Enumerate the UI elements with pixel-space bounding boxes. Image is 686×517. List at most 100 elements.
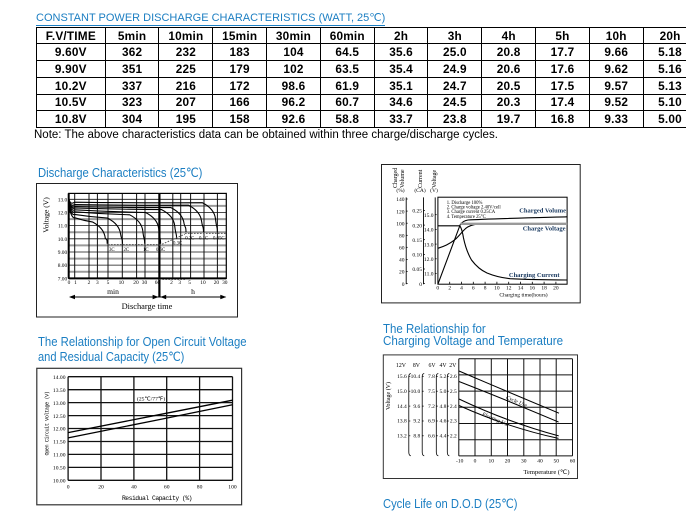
- svg-text:0.20: 0.20: [412, 223, 422, 229]
- svg-text:5: 5: [107, 280, 110, 286]
- svg-text:50: 50: [553, 459, 559, 465]
- svg-text:9.00: 9.00: [58, 250, 68, 256]
- svg-text:20: 20: [214, 280, 220, 286]
- svg-text:12.0: 12.0: [58, 211, 68, 217]
- svg-text:Temperature (℃): Temperature (℃): [523, 469, 569, 476]
- svg-text:0.15: 0.15: [412, 238, 422, 244]
- svg-text:6: 6: [472, 285, 475, 291]
- svg-text:4.4: 4.4: [440, 434, 447, 440]
- svg-text:2.4: 2.4: [450, 404, 457, 410]
- svg-text:Voltage: Voltage: [432, 169, 438, 188]
- svg-text:2. Charge voltage 2.40V/cell: 2. Charge voltage 2.40V/cell: [447, 206, 502, 211]
- svg-text:14.0: 14.0: [424, 228, 434, 234]
- svg-text:11.50: 11.50: [53, 440, 66, 446]
- svg-text:4. Temperature 25°C: 4. Temperature 25°C: [447, 215, 486, 220]
- svg-text:40: 40: [131, 485, 137, 491]
- svg-text:8V: 8V: [413, 363, 421, 369]
- svg-text:80: 80: [399, 234, 405, 240]
- svg-text:4V: 4V: [439, 363, 447, 369]
- svg-text:Charge Voltage: Charge Voltage: [523, 225, 566, 232]
- svg-text:7.2: 7.2: [428, 404, 435, 410]
- svg-text:(%): (%): [396, 187, 404, 194]
- svg-text:20: 20: [553, 285, 559, 291]
- svg-text:30: 30: [142, 280, 148, 286]
- svg-text:0: 0: [419, 282, 422, 288]
- svg-text:1. Discharge 100%: 1. Discharge 100%: [447, 201, 483, 206]
- svg-text:1: 1: [74, 280, 77, 286]
- svg-text:13.2: 13.2: [397, 434, 407, 440]
- svg-text:min: min: [107, 287, 119, 296]
- svg-text:40: 40: [537, 459, 543, 465]
- svg-text:8.00: 8.00: [58, 263, 68, 269]
- svg-text:20: 20: [98, 485, 104, 491]
- svg-text:14.4: 14.4: [397, 404, 407, 410]
- svg-text:h: h: [191, 287, 195, 296]
- svg-text:2: 2: [88, 280, 91, 286]
- svg-text:8.8: 8.8: [413, 434, 420, 440]
- svg-text:10: 10: [119, 280, 125, 286]
- svg-text:15.0: 15.0: [424, 213, 434, 219]
- svg-text:10.00: 10.00: [53, 479, 66, 485]
- svg-text:80: 80: [197, 485, 203, 491]
- svg-text:(25℃/77℉): (25℃/77℉): [137, 396, 165, 403]
- svg-text:15.0: 15.0: [397, 389, 407, 395]
- svg-text:2: 2: [170, 280, 173, 286]
- svg-text:5.2: 5.2: [440, 374, 447, 380]
- svg-text:2V: 2V: [449, 363, 457, 369]
- svg-text:60: 60: [399, 246, 405, 252]
- svg-text:20: 20: [505, 459, 511, 465]
- svg-text:5.0: 5.0: [440, 389, 447, 395]
- svg-text:16: 16: [530, 285, 536, 291]
- svg-text:15.6: 15.6: [397, 374, 407, 380]
- svg-text:0.2C: 0.2C: [185, 237, 194, 242]
- svg-text:12.0: 12.0: [424, 257, 434, 263]
- svg-text:7.5: 7.5: [428, 389, 435, 395]
- svg-text:Current: Current: [418, 169, 424, 188]
- svg-text:6.6: 6.6: [428, 434, 435, 440]
- svg-text:3. Charge current 0.25CA: 3. Charge current 0.25CA: [447, 210, 496, 215]
- svg-text:13.8: 13.8: [397, 419, 407, 425]
- svg-text:0: 0: [68, 280, 71, 286]
- svg-text:20: 20: [133, 280, 139, 286]
- svg-text:11.0: 11.0: [58, 224, 68, 230]
- svg-text:(CA): (CA): [414, 187, 425, 194]
- svg-text:20: 20: [399, 270, 405, 276]
- svg-text:12.00: 12.00: [53, 427, 66, 433]
- svg-text:100: 100: [396, 221, 405, 227]
- svg-text:3: 3: [96, 280, 99, 286]
- svg-text:4.6: 4.6: [440, 419, 447, 425]
- svg-text:10.0: 10.0: [411, 389, 421, 395]
- svg-text:Open Circuit Voltage (V): Open Circuit Voltage (V): [44, 391, 50, 455]
- svg-text:14: 14: [518, 285, 524, 291]
- svg-text:2C: 2C: [124, 248, 130, 253]
- svg-text:Floating Use: Floating Use: [480, 411, 510, 428]
- svg-text:9.6: 9.6: [413, 404, 420, 410]
- svg-text:Discharge time: Discharge time: [122, 302, 173, 311]
- svg-text:0.05: 0.05: [412, 267, 422, 273]
- svg-text:120: 120: [396, 209, 405, 215]
- svg-text:13.50: 13.50: [53, 388, 66, 394]
- svg-text:2.6: 2.6: [450, 374, 457, 380]
- svg-text:60: 60: [570, 459, 576, 465]
- svg-text:3C: 3C: [109, 248, 115, 253]
- svg-text:0.10: 0.10: [412, 253, 422, 259]
- svg-text:40: 40: [399, 258, 405, 264]
- svg-text:10: 10: [494, 285, 500, 291]
- svg-text:13.0: 13.0: [424, 242, 434, 248]
- svg-text:0: 0: [402, 282, 405, 288]
- svg-text:11.00: 11.00: [53, 453, 66, 459]
- svg-text:3: 3: [178, 280, 181, 286]
- svg-text:Voltage (V): Voltage (V): [42, 197, 51, 233]
- svg-text:30: 30: [222, 280, 228, 286]
- svg-text:10: 10: [200, 280, 206, 286]
- svg-text:Residual Capacity (%): Residual Capacity (%): [122, 495, 192, 502]
- svg-text:4.8: 4.8: [440, 404, 447, 410]
- svg-text:60: 60: [164, 485, 170, 491]
- svg-text:30: 30: [521, 459, 527, 465]
- svg-text:Volume: Volume: [400, 169, 406, 188]
- svg-text:-10: -10: [456, 459, 464, 465]
- svg-text:7.8: 7.8: [428, 374, 435, 380]
- svg-text:0.6C: 0.6C: [156, 248, 165, 253]
- svg-text:2: 2: [448, 285, 451, 291]
- svg-text:10.50: 10.50: [53, 466, 66, 472]
